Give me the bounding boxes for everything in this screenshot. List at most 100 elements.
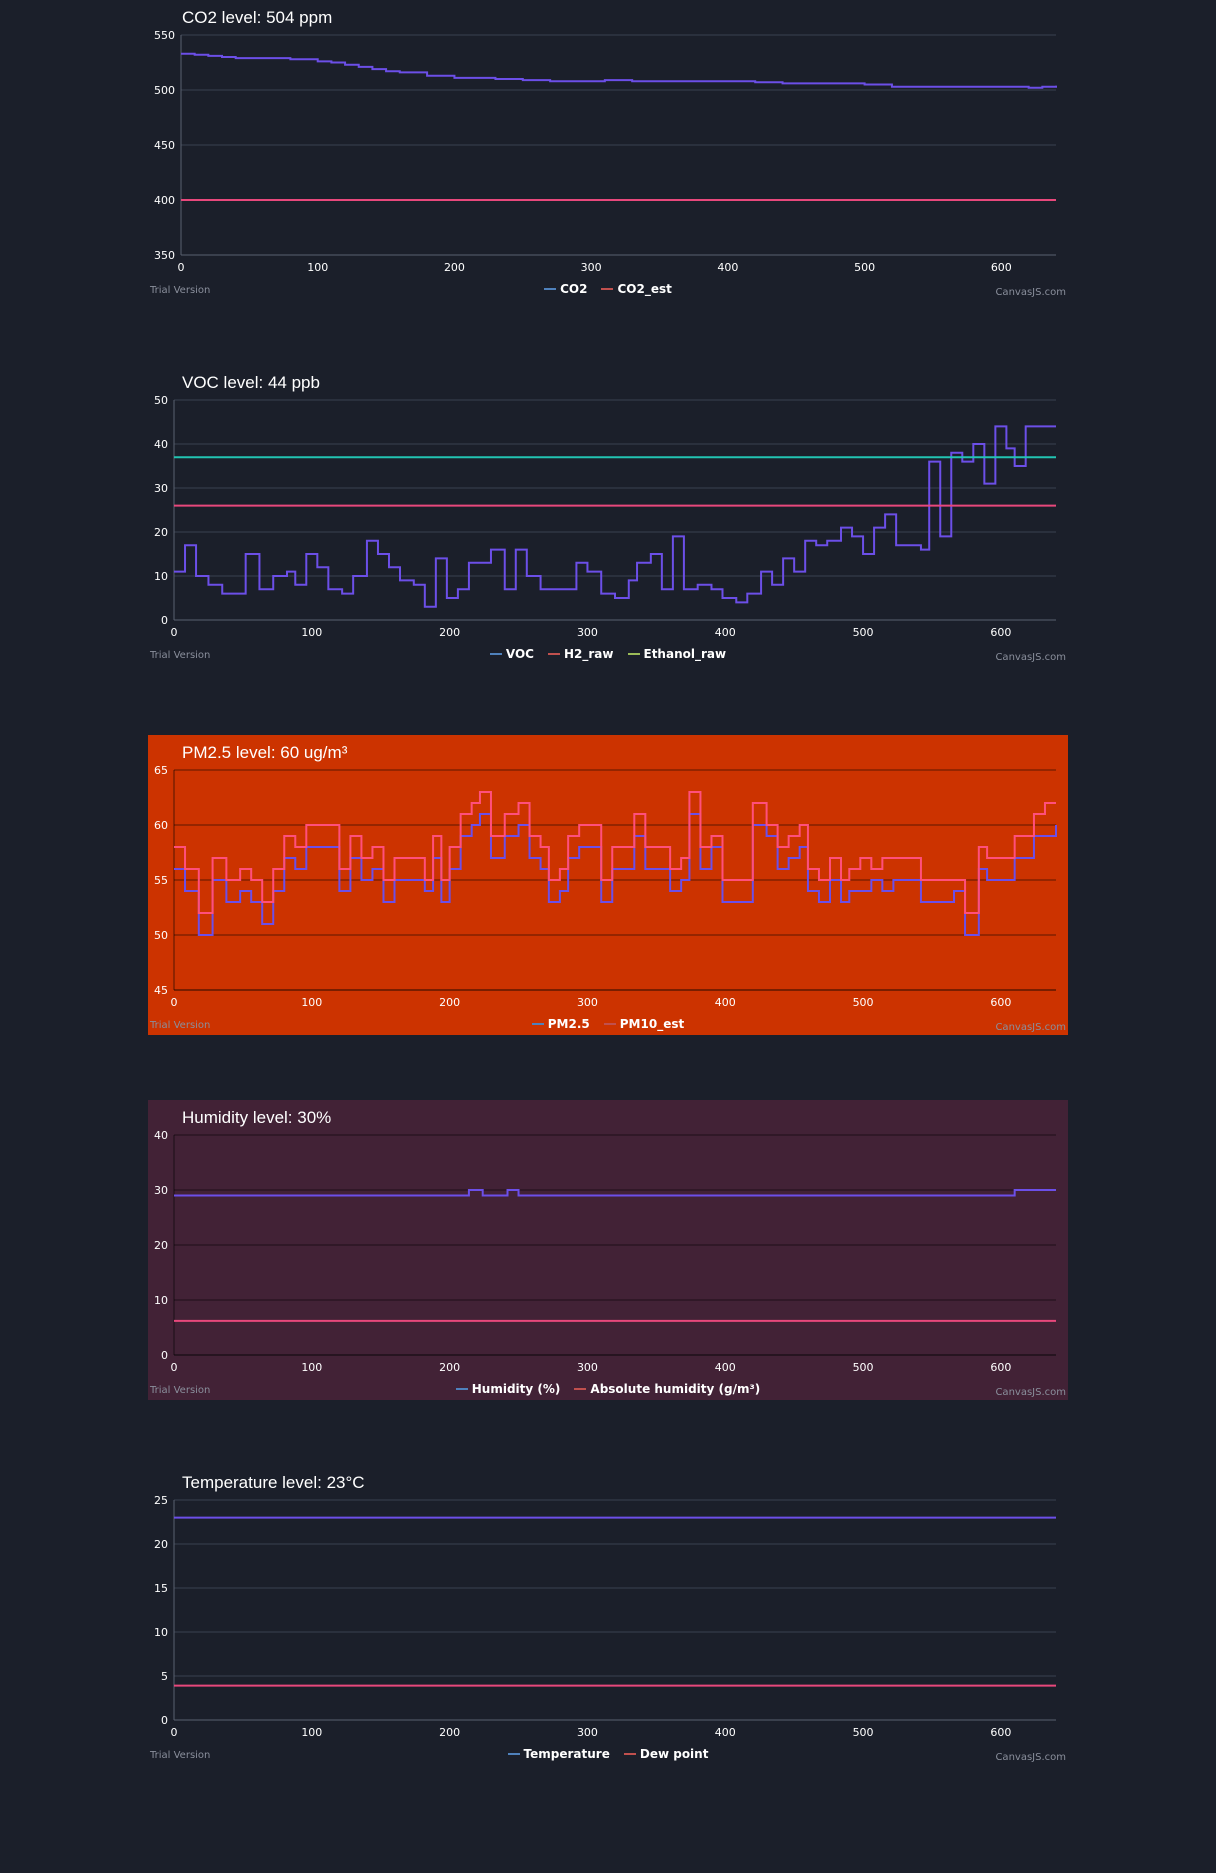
y-tick-label: 50 bbox=[154, 394, 168, 407]
legend-item[interactable]: Humidity (%) bbox=[455, 1382, 561, 1396]
chart-title: CO2 level: 504 ppm bbox=[182, 8, 333, 27]
y-tick-label: 10 bbox=[154, 570, 168, 583]
y-tick-label: 25 bbox=[154, 1494, 168, 1507]
legend-item[interactable]: CO2_est bbox=[601, 282, 672, 296]
legend-swatch bbox=[627, 653, 640, 655]
x-tick-label: 600 bbox=[990, 1726, 1011, 1739]
y-tick-label: 10 bbox=[154, 1294, 168, 1307]
series-line bbox=[181, 52, 1057, 89]
x-tick-label: 0 bbox=[171, 1726, 178, 1739]
legend-swatch bbox=[603, 1023, 616, 1025]
chart-title: VOC level: 44 ppb bbox=[182, 373, 320, 392]
chart-plot: 350 400 450 500 550 0 100 200 300 400 500 600 bbox=[154, 29, 1057, 274]
canvasjs-credit-link[interactable]: CanvasJS.com bbox=[995, 1752, 1066, 1763]
legend-item[interactable]: H2_raw bbox=[548, 647, 614, 661]
humidity-chart: 0 10 20 30 40 0 100 200 300 400 500 600 Humidity lev… bbox=[148, 1100, 1068, 1400]
x-tick-label: 300 bbox=[577, 1726, 598, 1739]
canvasjs-credit-link[interactable]: CanvasJS.com bbox=[995, 652, 1066, 663]
legend-label: Absolute humidity (g/m³) bbox=[590, 1382, 761, 1396]
legend: CO2 CO2_est bbox=[148, 282, 1068, 296]
y-tick-label: 550 bbox=[154, 29, 175, 42]
canvasjs-credit-link[interactable]: CanvasJS.com bbox=[995, 1387, 1066, 1398]
legend-item[interactable]: VOC bbox=[489, 647, 534, 661]
y-tick-label: 65 bbox=[154, 764, 168, 777]
x-tick-label: 100 bbox=[301, 1361, 322, 1374]
x-tick-label: 600 bbox=[990, 1361, 1011, 1374]
chart-title: Temperature level: 23°C bbox=[182, 1473, 365, 1492]
series-line bbox=[174, 1189, 1056, 1197]
legend-item[interactable]: Absolute humidity (g/m³) bbox=[574, 1382, 760, 1396]
x-tick-label: 300 bbox=[577, 996, 598, 1009]
x-tick-label: 0 bbox=[178, 261, 185, 274]
x-tick-label: 600 bbox=[990, 996, 1011, 1009]
y-tick-label: 30 bbox=[154, 482, 168, 495]
y-tick-label: 500 bbox=[154, 84, 175, 97]
x-tick-label: 300 bbox=[581, 261, 602, 274]
chart-title: PM2.5 level: 60 ug/m³ bbox=[182, 743, 348, 762]
x-tick-label: 500 bbox=[854, 261, 875, 274]
series-line bbox=[174, 425, 1056, 608]
y-tick-label: 5 bbox=[161, 1670, 168, 1683]
y-tick-label: 20 bbox=[154, 526, 168, 539]
legend-swatch bbox=[489, 653, 502, 655]
legend-label: Humidity (%) bbox=[471, 1382, 561, 1396]
temperature-chart: 0 5 10 15 20 25 0 100 200 300 400 500 600 Temperature… bbox=[148, 1465, 1068, 1765]
x-tick-label: 400 bbox=[715, 1361, 736, 1374]
x-tick-label: 200 bbox=[439, 996, 460, 1009]
y-tick-label: 40 bbox=[154, 438, 168, 451]
x-tick-label: 400 bbox=[715, 996, 736, 1009]
canvasjs-credit-link[interactable]: CanvasJS.com bbox=[995, 287, 1066, 298]
x-tick-label: 200 bbox=[439, 1726, 460, 1739]
series-line bbox=[174, 791, 1056, 914]
y-tick-label: 450 bbox=[154, 139, 175, 152]
x-tick-label: 200 bbox=[444, 261, 465, 274]
y-tick-label: 45 bbox=[154, 984, 168, 997]
chart-plot: 45 50 55 60 65 0 100 200 300 400 500 600 bbox=[154, 764, 1057, 1009]
legend-swatch bbox=[455, 1388, 468, 1390]
legend-item[interactable]: CO2 bbox=[544, 282, 587, 296]
legend-swatch bbox=[574, 1388, 587, 1390]
legend-item[interactable]: Ethanol_raw bbox=[627, 647, 726, 661]
y-tick-label: 15 bbox=[154, 1582, 168, 1595]
pm25-chart: 45 50 55 60 65 0 100 200 300 400 500 600 PM2.5 level… bbox=[148, 735, 1068, 1035]
y-tick-label: 0 bbox=[161, 614, 168, 627]
x-tick-label: 100 bbox=[301, 1726, 322, 1739]
chart-title: Humidity level: 30% bbox=[182, 1108, 332, 1127]
legend-item[interactable]: Temperature bbox=[507, 1747, 610, 1761]
canvasjs-credit-link[interactable]: CanvasJS.com bbox=[995, 1022, 1066, 1033]
y-tick-label: 350 bbox=[154, 249, 175, 262]
y-tick-label: 0 bbox=[161, 1714, 168, 1727]
x-tick-label: 100 bbox=[301, 626, 322, 639]
legend-label: VOC bbox=[505, 647, 534, 661]
y-tick-label: 400 bbox=[154, 194, 175, 207]
x-tick-label: 500 bbox=[853, 1726, 874, 1739]
legend-swatch bbox=[531, 1023, 544, 1025]
trial-version-label: Trial Version bbox=[150, 1020, 211, 1031]
x-tick-label: 200 bbox=[439, 1361, 460, 1374]
legend-item[interactable]: PM2.5 bbox=[531, 1017, 590, 1031]
legend-label: PM2.5 bbox=[547, 1017, 590, 1031]
legend-swatch bbox=[548, 653, 560, 655]
series-line bbox=[174, 813, 1057, 936]
x-tick-label: 400 bbox=[715, 626, 736, 639]
y-tick-label: 30 bbox=[154, 1184, 168, 1197]
x-tick-label: 0 bbox=[171, 1361, 178, 1374]
legend-swatch bbox=[601, 288, 614, 290]
y-tick-label: 40 bbox=[154, 1129, 168, 1142]
x-tick-label: 400 bbox=[715, 1726, 736, 1739]
x-tick-label: 300 bbox=[577, 626, 598, 639]
legend-label: H2_raw bbox=[564, 647, 614, 661]
x-tick-label: 600 bbox=[991, 261, 1012, 274]
chart-plot: 0 5 10 15 20 25 0 100 200 300 400 500 600 bbox=[154, 1494, 1056, 1739]
x-tick-label: 100 bbox=[301, 996, 322, 1009]
trial-version-label: Trial Version bbox=[150, 285, 211, 296]
legend-item[interactable]: Dew point bbox=[623, 1747, 708, 1761]
y-tick-label: 20 bbox=[154, 1538, 168, 1551]
x-tick-label: 500 bbox=[853, 1361, 874, 1374]
y-tick-label: 20 bbox=[154, 1239, 168, 1252]
legend-label: PM10_est bbox=[619, 1017, 685, 1031]
legend-swatch bbox=[623, 1753, 636, 1755]
legend-item[interactable]: PM10_est bbox=[603, 1017, 685, 1031]
